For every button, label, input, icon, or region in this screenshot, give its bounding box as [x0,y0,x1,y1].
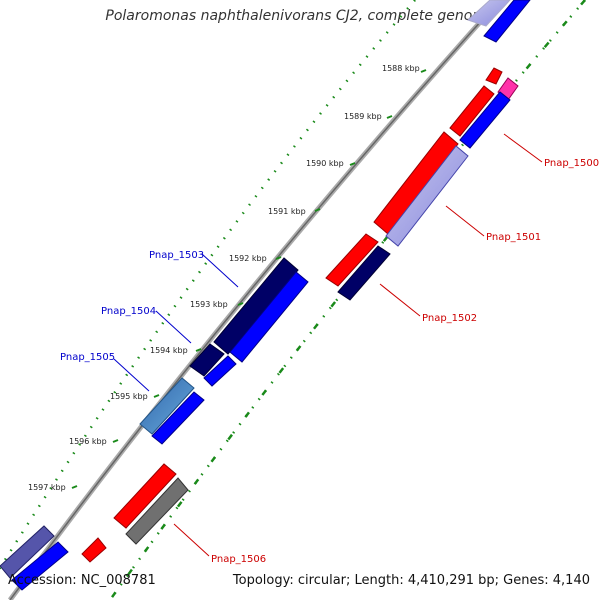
gene-pnap-1506[interactable] [125,477,189,545]
tick-label: 1597 kbp [28,483,66,492]
gene-pnap-1501-blue[interactable] [459,91,511,149]
gene-label-pnap-1503[interactable]: Pnap_1503 [149,250,204,261]
gene-pnap-1505-blue[interactable] [151,391,205,445]
gene-pnap-1504[interactable] [189,343,225,377]
tick-label: 1593 kbp [190,300,228,309]
gene-label-pnap-1504[interactable]: Pnap_1504 [101,306,156,317]
topology-text: Topology: circular; Length: 4,410,291 bp… [232,573,590,588]
kbp-tick-marks [71,69,427,489]
tick-label: 1592 kbp [229,254,267,263]
gene-navy-bottom-left[interactable] [0,525,55,579]
gene-blue-bottom-left[interactable] [11,541,69,591]
gene-label-pnap-1505[interactable]: Pnap_1505 [60,352,115,363]
tick-label: 1588 kbp [382,64,420,73]
tick-label: 1590 kbp [306,159,344,168]
kbp-tick-labels: 1588 kbp 1589 kbp 1590 kbp 1591 kbp 1592… [28,64,420,492]
gene-red-small-bottom[interactable] [81,537,107,563]
tick-label: 1589 kbp [344,112,382,121]
gene-pnap-1501[interactable] [373,131,459,235]
gene-label-pnap-1501[interactable]: Pnap_1501 [486,232,541,243]
accession-text: Accession: NC_008781 [8,573,156,588]
gene-pnap-1503[interactable] [213,257,299,355]
genome-backbone-inner [9,0,501,600]
leader-lines [113,133,543,557]
top-partial-features [467,0,531,43]
tick-label: 1595 kbp [110,392,148,401]
gene-pnap-1504-blue[interactable] [203,355,237,387]
gene-label-pnap-1506[interactable]: Pnap_1506 [211,554,266,565]
tick-label: 1594 kbp [150,346,188,355]
gene-blue-faded[interactable] [385,145,469,247]
gene-red-1506-upper[interactable] [113,463,177,529]
gene-navy-right[interactable] [337,245,391,301]
tick-label: 1596 kbp [69,437,107,446]
gene-label-pnap-1502[interactable]: Pnap_1502 [422,313,477,324]
gene-pnap-1503-blue[interactable] [229,271,309,363]
gene-pnap-1500-red[interactable] [485,67,503,85]
gene-pnap-1502[interactable] [325,233,379,287]
tick-label: 1591 kbp [268,207,306,216]
gene-red-upper[interactable] [449,85,495,137]
gene-pnap-1505[interactable] [139,377,195,435]
gene-label-pnap-1500[interactable]: Pnap_1500 [544,158,599,169]
map-title: Polaromonas naphthalenivorans CJ2, compl… [105,8,495,24]
